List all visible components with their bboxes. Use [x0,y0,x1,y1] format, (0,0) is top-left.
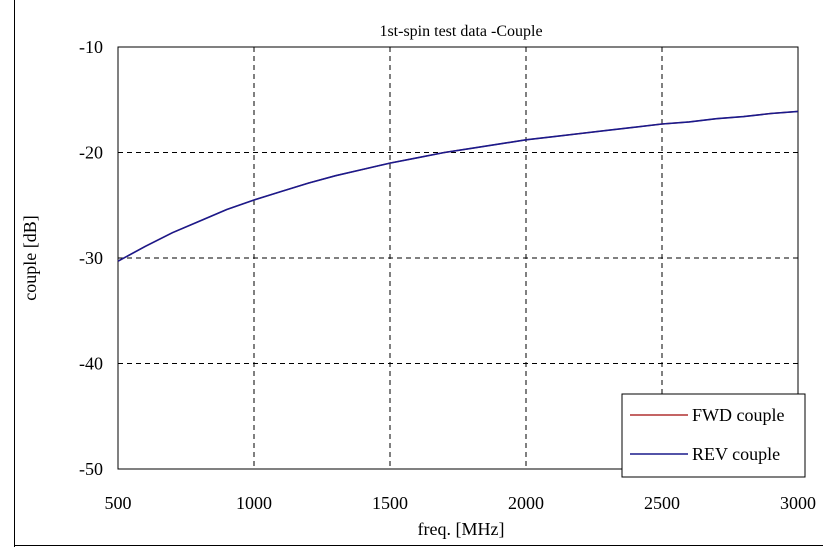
x-axis-label: freq. [MHz] [418,519,505,539]
y-tick-label: -30 [79,248,103,268]
frame-border-left [14,0,15,547]
x-tick-label: 3000 [780,493,816,513]
x-tick-label: 2500 [644,493,680,513]
x-tick-label: 2000 [508,493,544,513]
tick-labels: 500 1000 1500 2000 2500 3000 -10 -20 -30 -40 -50 [79,37,816,513]
x-tick-label: 1000 [236,493,272,513]
legend-label-rev: REV couple [692,444,780,464]
x-tick-label: 500 [105,493,132,513]
y-tick-label: -40 [79,354,103,374]
x-tick-label: 1500 [372,493,408,513]
y-tick-label: -50 [79,459,103,479]
y-tick-label: -10 [79,37,103,57]
frame-border-bottom [14,545,823,546]
legend-label-fwd: FWD couple [692,405,784,425]
series-group [117,110,799,262]
legend-box [621,393,806,478]
y-axis-label: couple [dB] [20,215,40,300]
chart-title: 1st-spin test data -Couple [379,23,542,40]
y-tick-label: -20 [79,143,103,163]
series-line-rev-couple [117,110,799,262]
legend: FWD couple REV couple [621,393,806,478]
